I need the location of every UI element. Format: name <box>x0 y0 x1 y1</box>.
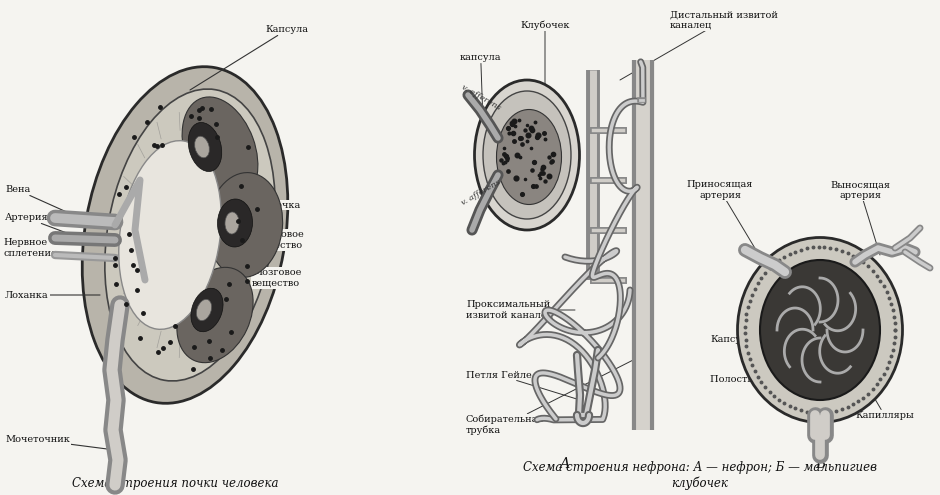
Text: v. afferens: v. afferens <box>460 178 502 207</box>
Text: Капсула: Капсула <box>190 26 308 90</box>
Ellipse shape <box>738 238 902 423</box>
Text: Вена: Вена <box>5 186 80 218</box>
Ellipse shape <box>177 267 253 363</box>
Ellipse shape <box>118 141 221 329</box>
Text: капсула: капсула <box>460 53 502 150</box>
Text: Петля Гейле: Петля Гейле <box>466 370 580 400</box>
Text: Схема строения почки человека: Схема строения почки человека <box>71 477 278 490</box>
Text: Чашечка: Чашечка <box>175 145 301 209</box>
Ellipse shape <box>191 288 223 332</box>
Ellipse shape <box>475 80 579 230</box>
Text: Выносящая
артерия: Выносящая артерия <box>830 180 890 255</box>
Text: Капсула: Капсула <box>710 320 760 345</box>
Ellipse shape <box>182 97 258 203</box>
Ellipse shape <box>196 299 212 321</box>
Text: Дистальный извитой
каналец: Дистальный извитой каналец <box>620 10 778 80</box>
Text: Мозговое
вещество: Мозговое вещество <box>195 268 302 288</box>
Text: Полость капсулы: Полость капсулы <box>710 355 799 385</box>
Ellipse shape <box>105 89 275 381</box>
Text: v. efferens: v. efferens <box>460 83 502 112</box>
Text: Приносящая
артерия: Приносящая артерия <box>687 180 762 260</box>
Ellipse shape <box>496 109 561 204</box>
Ellipse shape <box>188 122 222 171</box>
Text: Проксимальный
извитой каналец: Проксимальный извитой каналец <box>466 300 575 320</box>
Text: Лоханка: Лоханка <box>5 291 100 299</box>
Ellipse shape <box>483 91 571 219</box>
Text: А: А <box>559 457 571 471</box>
Ellipse shape <box>760 260 880 400</box>
Text: Артерия: Артерия <box>5 213 80 238</box>
Text: Мочеточник: Мочеточник <box>5 436 115 450</box>
Ellipse shape <box>208 173 283 277</box>
Text: Нервное
сплетение: Нервное сплетение <box>3 238 80 258</box>
Ellipse shape <box>225 212 239 234</box>
Text: Собирательная
трубка: Собирательная трубка <box>466 355 643 435</box>
Text: Клубочек: Клубочек <box>520 20 570 105</box>
Text: Б: Б <box>815 457 825 471</box>
Text: Корковое
вещество: Корковое вещество <box>205 220 304 249</box>
Text: Схема строения нефрона: А — нефрон; Б — мальпигиев
клубочек: Схема строения нефрона: А — нефрон; Б — … <box>523 461 877 490</box>
Ellipse shape <box>195 136 210 158</box>
Ellipse shape <box>82 67 288 403</box>
Text: Капилляры: Капилляры <box>855 365 914 419</box>
Ellipse shape <box>217 199 253 247</box>
